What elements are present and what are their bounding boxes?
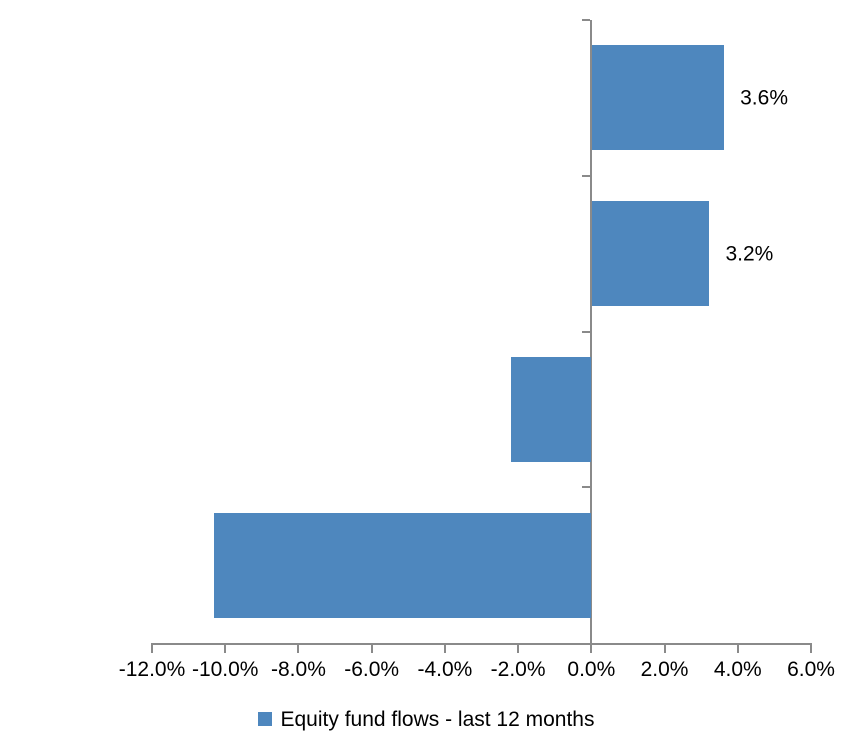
bar (510, 356, 592, 462)
bar (592, 45, 725, 151)
x-axis-tick (736, 645, 739, 653)
x-tick-label: -4.0% (417, 658, 473, 681)
legend-label: Equity fund flows - last 12 months (280, 707, 595, 731)
x-axis-tick (443, 645, 446, 653)
x-tick-label: -12.0% (118, 658, 186, 681)
x-axis-tick (663, 645, 666, 653)
x-tick-label: -8.0% (271, 658, 326, 681)
category-axis-tick (582, 486, 591, 489)
x-axis-tick (370, 645, 373, 653)
category-axis-tick (582, 174, 591, 177)
x-tick-label: 2.0% (640, 658, 689, 681)
bar (592, 201, 710, 307)
x-axis-tick (590, 645, 593, 653)
x-tick-label: -10.0% (191, 658, 259, 681)
legend: Equity fund flows - last 12 months (0, 707, 852, 731)
bar-value-label: 3.2% (725, 242, 774, 266)
x-tick-label: 0.0% (567, 658, 616, 681)
y-axis-line (590, 20, 593, 645)
x-axis-tick (151, 645, 153, 653)
bar (214, 512, 592, 618)
category-axis-tick (582, 19, 591, 21)
x-tick-label: -2.0% (490, 658, 546, 681)
legend-swatch (257, 712, 272, 726)
x-tick-label: 6.0% (787, 658, 835, 681)
x-axis-line (151, 643, 812, 645)
x-axis-tick (224, 645, 227, 653)
x-axis-tick (517, 645, 520, 653)
x-tick-label: 4.0% (713, 658, 762, 681)
bar-value-label: 3.6% (740, 86, 788, 110)
x-tick-label: -6.0% (344, 658, 400, 681)
category-axis-tick (582, 330, 591, 333)
x-axis-tick (297, 645, 300, 653)
x-axis-tick (810, 645, 812, 653)
